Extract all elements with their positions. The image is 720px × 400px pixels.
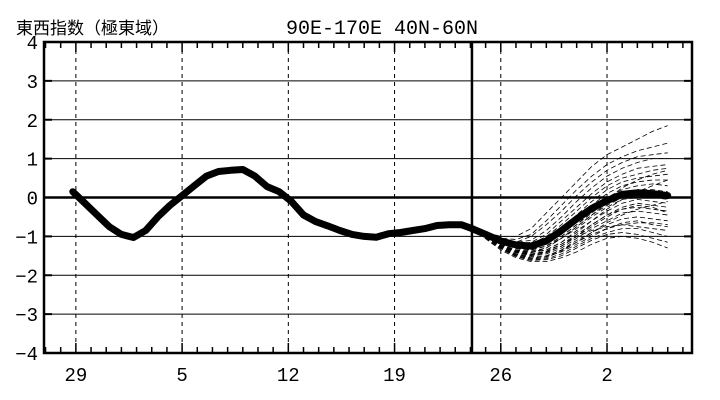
x-tick-label: 2 [601,365,612,387]
y-tick-label: 4 [27,33,38,55]
series-layer [69,166,672,250]
ensemble-member-line [471,204,668,256]
x-tick-label: 26 [489,365,512,387]
axis-layer: 4 3 2 1 0 −1 −2 −3 −4 29 5 12 19 26 2 [15,33,694,387]
y-tick-label: 2 [27,111,38,133]
ensemble-mean-line [468,189,672,250]
x-tick-label: 29 [64,365,87,387]
ensemble-member-line [471,228,668,261]
chart-title-group: 東西指数（極東域） 90E-170E 40N-60N [16,18,478,41]
ensemble-member-line [471,220,668,259]
ensemble-member-line [471,125,668,237]
ensemble-member-line [471,228,668,262]
x-tick-label: 12 [277,365,300,387]
y-tick-label: −1 [15,227,38,249]
ensemble-member-line [471,224,668,255]
y-tick-label: −3 [15,305,38,327]
y-tick-label: 3 [27,72,38,94]
chart-region-label: 90E-170E 40N-60N [286,18,478,41]
x-tick-label: 5 [176,365,187,387]
x-tick-label: 19 [383,365,406,387]
y-tick-label: −2 [15,266,38,288]
y-tick-label: 0 [27,189,38,211]
ensemble-member-line [471,228,668,261]
ensemble-member-line [471,222,668,259]
y-tick-label: 1 [27,150,38,172]
analysis-line [69,166,476,241]
ensemble-member-line [471,201,668,260]
grid-layer [44,42,692,353]
y-tick-label: −4 [15,344,38,366]
chart-title: 東西指数（極東域） [16,19,169,39]
